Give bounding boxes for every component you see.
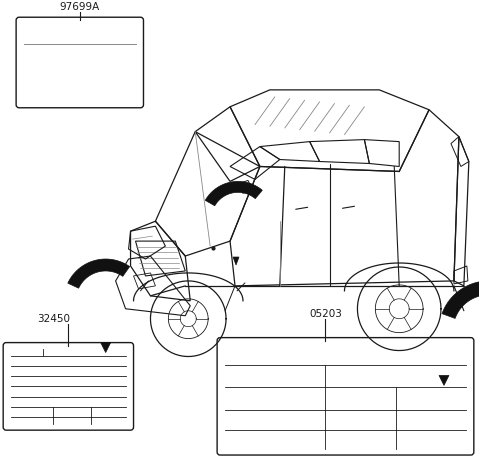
Polygon shape: [68, 259, 130, 288]
Polygon shape: [439, 376, 449, 385]
Polygon shape: [233, 257, 239, 265]
Text: 97699A: 97699A: [60, 2, 100, 12]
Polygon shape: [205, 182, 262, 206]
Polygon shape: [101, 343, 111, 353]
Text: 05203: 05203: [309, 309, 342, 319]
Text: 32450: 32450: [37, 314, 70, 324]
Polygon shape: [442, 281, 480, 318]
